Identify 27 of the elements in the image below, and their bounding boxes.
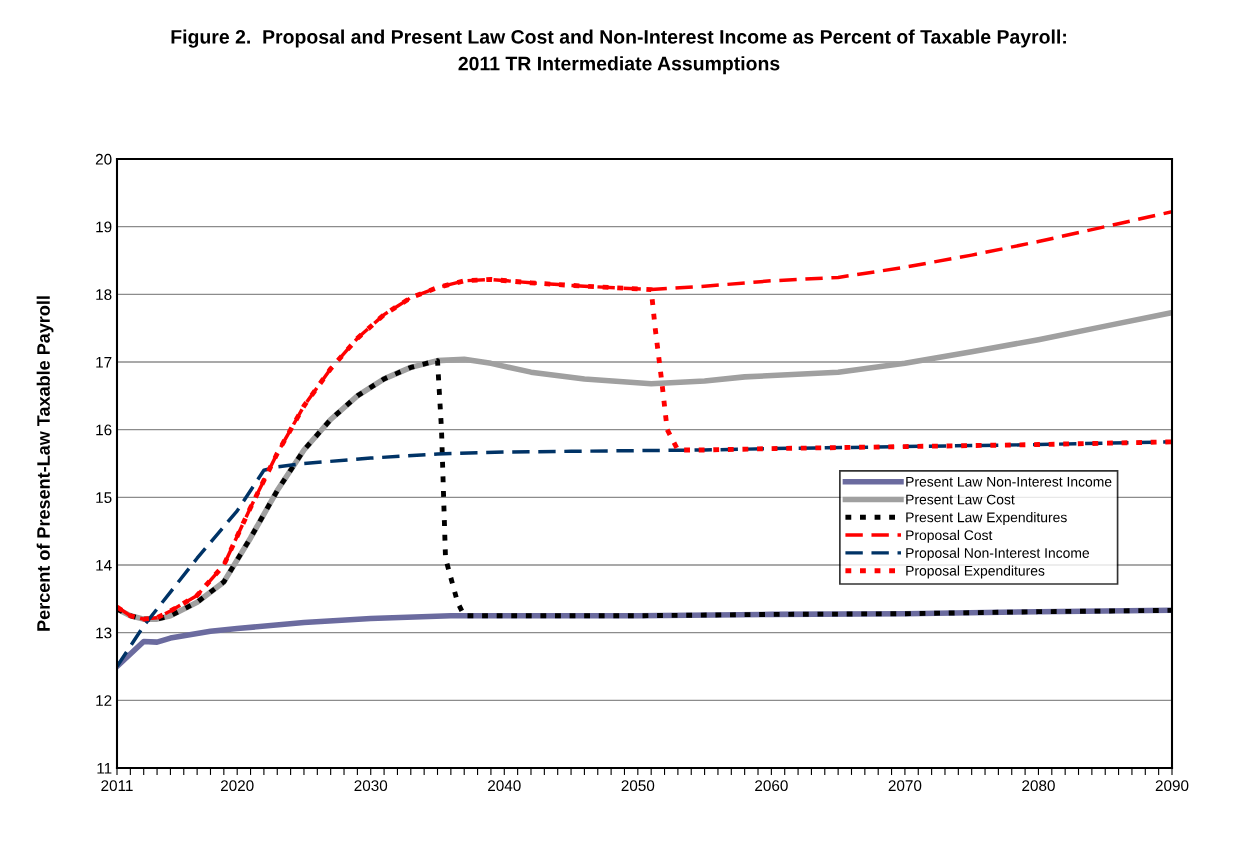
y-tick-label: 12 [96,695,112,706]
x-tick-label: 2040 [488,780,521,792]
x-tick-label: 2011 [101,780,133,792]
chart-title: Figure 2. Proposal and Present Law Cost and Non-Interest Income as Percent of Taxable Payroll: 2011 TR Intermediate Assumptions [171,29,1066,75]
legend-label: Present Law Expenditures [906,512,1067,526]
x-tick-label: 2030 [354,780,388,792]
x-tick-label: 2080 [1022,780,1055,792]
y-tick-label: 18 [96,289,112,301]
y-tick-label: 13 [96,627,112,639]
y-tick-label: 14 [96,560,112,571]
legend-label: Proposal Cost [906,529,993,543]
y-tick-label: 19 [96,221,112,233]
y-tick-label: 17 [96,357,112,368]
x-tick-label: 2060 [755,780,788,792]
legend-label: Present Law Non-Interest Income [906,476,1112,487]
x-tick-label: 2070 [888,780,922,792]
legend-label: Proposal Expenditures [906,565,1045,579]
x-tick-label: 2050 [621,780,655,792]
y-tick-label: 20 [95,153,112,165]
legend-label: Proposal Non-Interest Income [906,547,1090,561]
x-tick-label: 2020 [220,780,254,792]
y-tick-label: 16 [96,424,112,436]
y-tick-label: 11 [97,763,112,774]
legend-label: Present Law Cost [906,494,1015,505]
x-tick-label: 2090 [1155,780,1189,792]
y-tick-label: 15 [96,492,112,504]
y-axis-title: Percent of Present-Law Taxable Payroll [36,296,54,631]
